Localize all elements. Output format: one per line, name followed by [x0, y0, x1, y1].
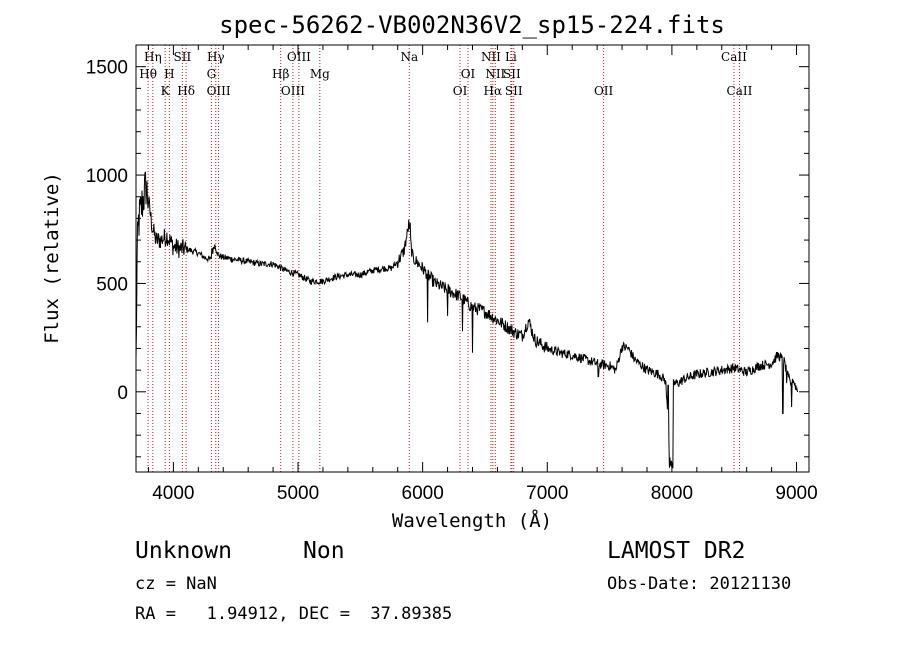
spectral-line-label: SII — [174, 50, 192, 64]
observation-date: Obs-Date: 20121130 — [607, 574, 792, 594]
spectral-line-label: Hη — [144, 50, 162, 64]
x-tick-label: 6000 — [402, 483, 444, 504]
spectral-line-label: OI — [453, 84, 468, 98]
spectral-line-label: Li — [505, 50, 517, 64]
spectral-line-label: NII — [485, 67, 505, 81]
spectral-line-label: K — [161, 84, 171, 98]
y-tick-label: 1000 — [86, 166, 128, 187]
x-axis-ticks: 4000 5000 6000 7000 8000 9000 — [147, 45, 818, 504]
spectral-line-label: OIII — [207, 84, 231, 98]
spectral-line-label: OIII — [287, 50, 311, 64]
spectrum-line — [135, 171, 798, 469]
spectral-line-markers — [147, 45, 740, 472]
survey-name: LAMOST DR2 — [607, 538, 746, 564]
spectral-line-label: Hδ — [177, 84, 195, 98]
spectral-line-label: H — [164, 67, 174, 81]
spectral-line-label: NII — [481, 50, 501, 64]
spectral-line-label: OIII — [281, 84, 305, 98]
y-axis-label: Flux (relative) — [41, 172, 63, 344]
spectral-line-label: OII — [594, 84, 614, 98]
spectral-line-label: Hβ — [272, 67, 289, 81]
spectral-line-label: Hγ — [207, 50, 225, 64]
spectral-line-label: Hα — [484, 84, 503, 98]
spectral-line-label: SII — [503, 67, 521, 81]
spectral-line-label: CaII — [727, 84, 753, 98]
y-axis-ticks: 0 500 1000 1500 — [86, 58, 809, 458]
spectral-line-label: SII — [505, 84, 523, 98]
chart-title: spec-56262-VB002N36V2_sp15-224.fits — [219, 11, 725, 39]
x-tick-label: 4000 — [152, 483, 194, 504]
x-tick-label: 7000 — [526, 483, 568, 504]
spectral-line-label: Na — [400, 50, 418, 64]
y-tick-label: 500 — [96, 274, 128, 295]
spectral-line-label: OI — [461, 67, 476, 81]
plot-frame — [135, 44, 810, 473]
x-tick-label: 8000 — [651, 483, 693, 504]
y-tick-label: 1500 — [86, 58, 128, 79]
x-tick-label: 9000 — [775, 483, 817, 504]
object-class: Non — [303, 538, 345, 564]
spectral-line-label: Hθ — [139, 67, 157, 81]
object-name: Unknown — [135, 538, 232, 564]
y-tick-label: 0 — [117, 383, 128, 404]
x-tick-label: 5000 — [277, 483, 319, 504]
spectral-line-label: G — [207, 67, 217, 81]
spectral-line-label: Mg — [310, 67, 330, 81]
x-axis-label: Wavelength (Å) — [392, 509, 552, 532]
redshift-cz: cz = NaN — [135, 574, 217, 594]
spectral-line-label: CaII — [721, 50, 747, 64]
coordinates: RA = 1.94912, DEC = 37.89385 — [135, 604, 453, 624]
